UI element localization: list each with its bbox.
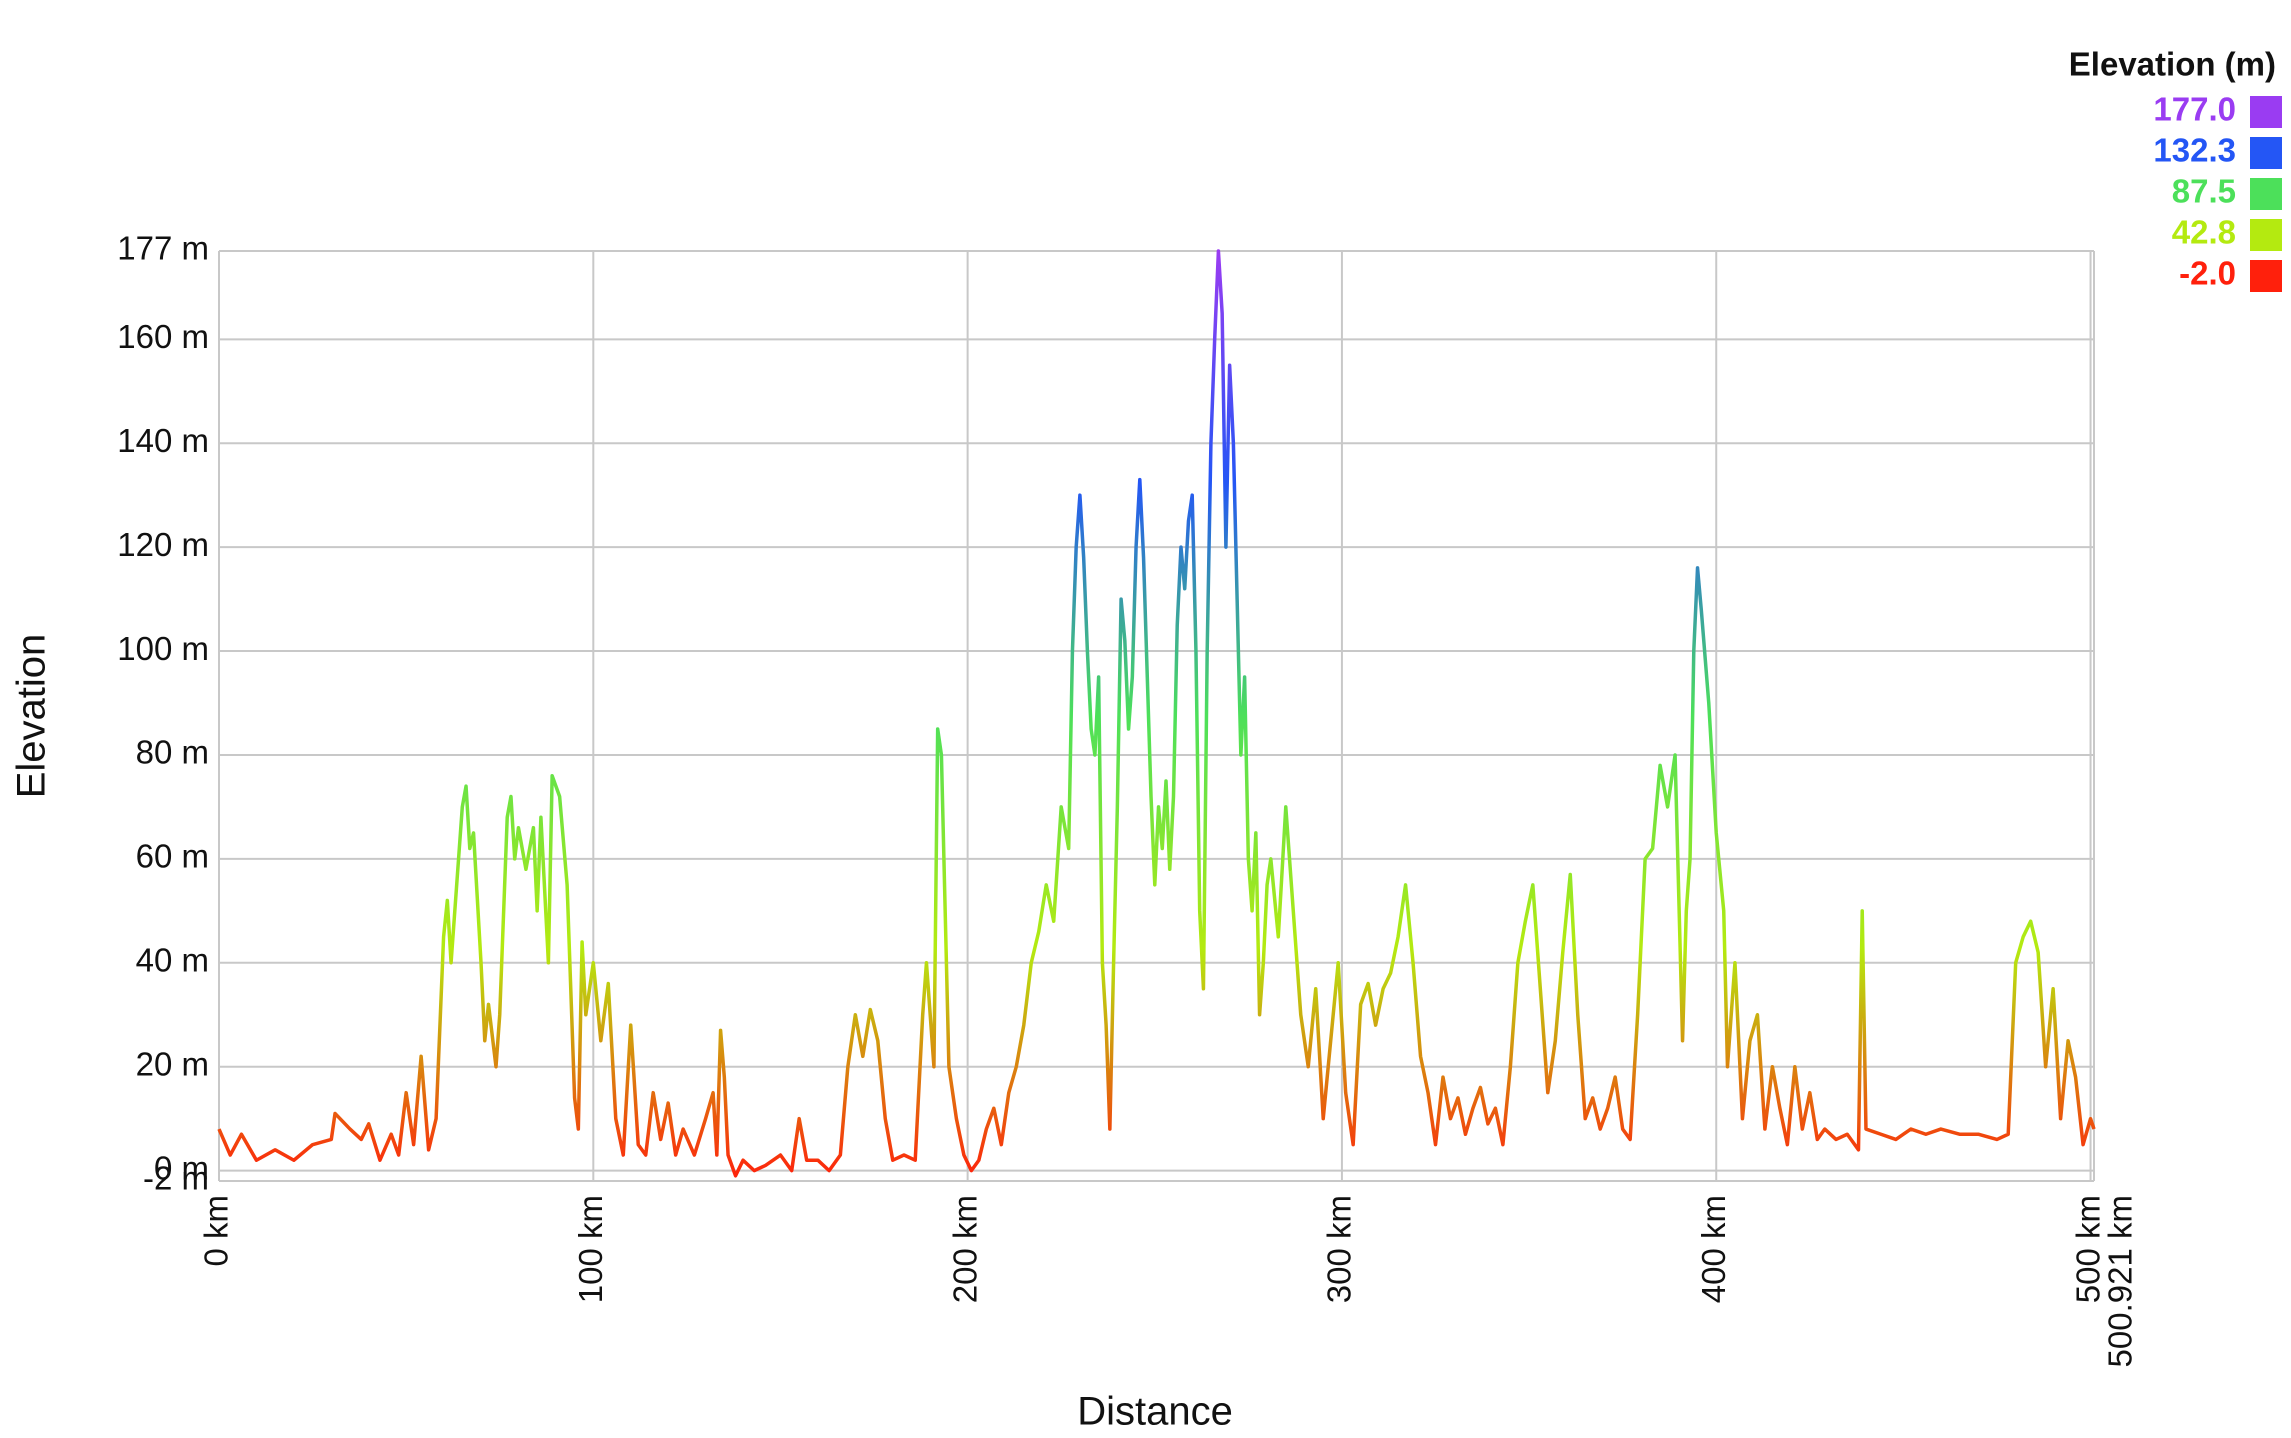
x-tick-label: 500.921 km bbox=[2101, 1195, 2138, 1367]
legend-label: 177.0 bbox=[2153, 91, 2236, 128]
y-axis-label: Elevation bbox=[10, 634, 54, 799]
legend-title: Elevation (m) bbox=[2069, 46, 2276, 83]
y-tick-label: 120 m bbox=[117, 526, 209, 563]
y-tick-label: -2 m bbox=[143, 1160, 209, 1197]
x-axis-label: Distance bbox=[1077, 1390, 1233, 1434]
y-tick-label: 20 m bbox=[136, 1045, 209, 1082]
y-tick-label: 140 m bbox=[117, 422, 209, 459]
x-tick-label: 300 km bbox=[1321, 1195, 1358, 1303]
y-tick-label: 40 m bbox=[136, 942, 209, 979]
y-tick-label: 160 m bbox=[117, 318, 209, 355]
y-tick-label: 0 m bbox=[154, 1149, 209, 1186]
legend-label: 87.5 bbox=[2172, 173, 2236, 210]
elevation-line bbox=[217, 249, 2096, 1178]
x-tick-label: 200 km bbox=[946, 1195, 983, 1303]
y-tick-label: 60 m bbox=[136, 838, 209, 875]
legend-swatch bbox=[2250, 219, 2282, 251]
legend-label: -2.0 bbox=[2179, 255, 2236, 292]
legend-swatch bbox=[2250, 137, 2282, 169]
legend-swatch bbox=[2250, 96, 2282, 128]
y-tick-label: 80 m bbox=[136, 734, 209, 771]
legend-label: 42.8 bbox=[2172, 214, 2236, 251]
x-tick-label: 100 km bbox=[572, 1195, 609, 1303]
x-tick-label: 400 km bbox=[1695, 1195, 1732, 1303]
legend-label: 132.3 bbox=[2153, 132, 2236, 169]
legend-swatch bbox=[2250, 260, 2282, 292]
x-tick-label: 500 km bbox=[2069, 1195, 2106, 1303]
legend-swatch bbox=[2250, 178, 2282, 210]
y-tick-label: 100 m bbox=[117, 630, 209, 667]
x-tick-label: 0 km bbox=[198, 1195, 235, 1267]
y-tick-label: 177 m bbox=[117, 230, 209, 267]
